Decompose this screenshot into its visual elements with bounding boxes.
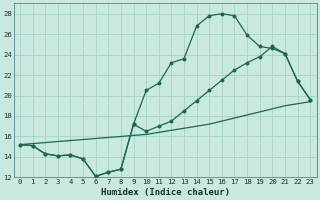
X-axis label: Humidex (Indice chaleur): Humidex (Indice chaleur) bbox=[100, 188, 229, 197]
